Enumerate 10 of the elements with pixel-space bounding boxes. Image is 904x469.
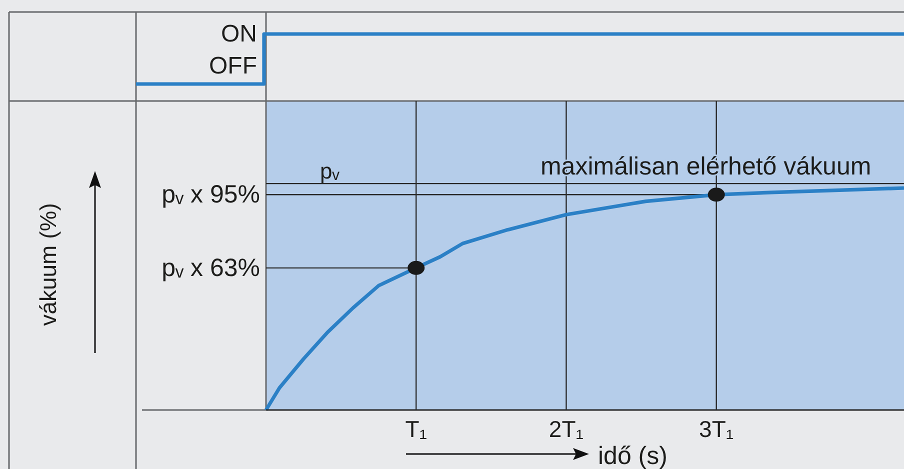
x-tick-label: T₁ <box>405 416 428 442</box>
y-axis-title: vákuum (%) <box>35 203 61 326</box>
ref-line-label: pᵥ x 63% <box>162 254 260 282</box>
x-axis-title: idő (s) <box>598 442 668 469</box>
annotation: ON <box>221 20 257 48</box>
x-tick-label: 3T₁ <box>699 416 734 442</box>
x-tick-label: 2T₁ <box>548 416 584 442</box>
ref-line-label: pᵥ <box>320 158 340 184</box>
annotation: OFF <box>209 52 257 80</box>
ref-line-label: pᵥ x 95% <box>162 180 260 209</box>
